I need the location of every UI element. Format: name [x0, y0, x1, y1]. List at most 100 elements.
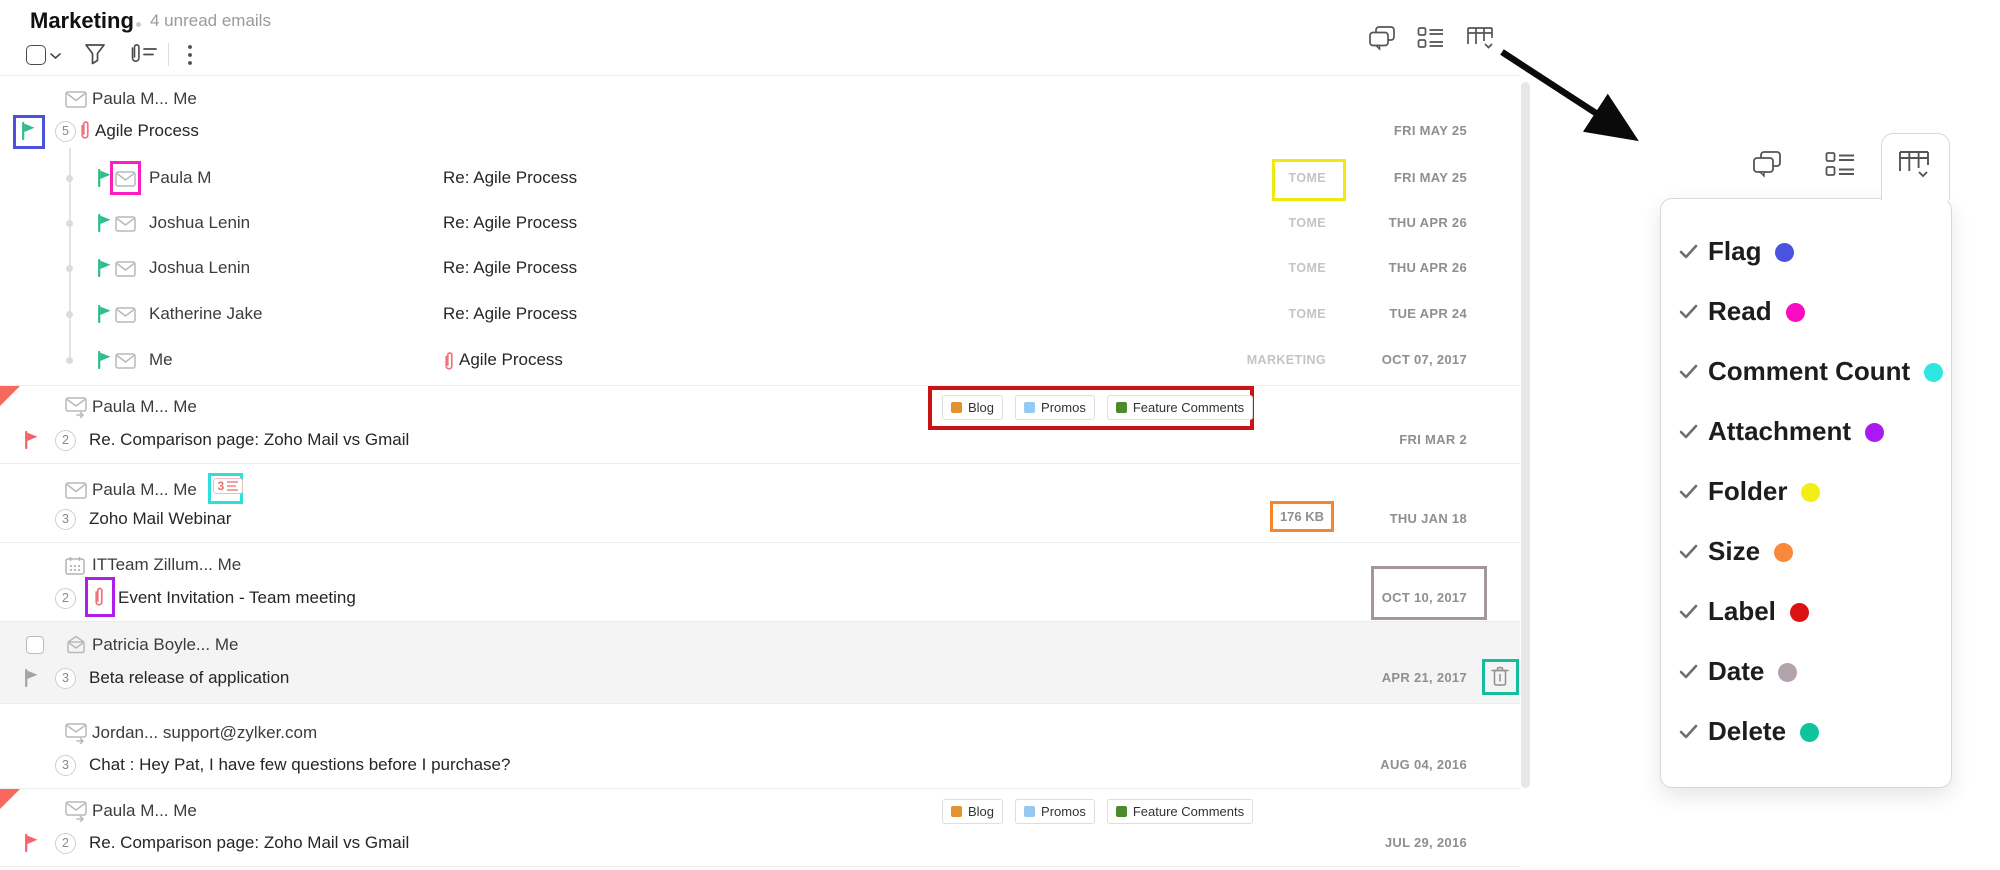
- thread-date: FRI MAR 2: [1399, 432, 1467, 447]
- color-dot: [1800, 723, 1820, 742]
- thread-subject: Beta release of application: [89, 668, 290, 687]
- popup-item-attachment[interactable]: Attachment: [1661, 401, 1951, 461]
- timeline-dot: [66, 265, 73, 272]
- attachment-icon: [81, 121, 89, 139]
- item-folder: TOME: [1288, 171, 1326, 185]
- popup-item-read[interactable]: Read: [1661, 281, 1951, 341]
- mail-open-icon: [67, 635, 85, 654]
- popup-item-label: Comment Count: [1708, 355, 1911, 386]
- item-folder: TOME: [1288, 216, 1326, 230]
- table-view-icon[interactable]: [1466, 25, 1494, 51]
- attachment-icon: [445, 352, 453, 370]
- annotation-folder-box: [1272, 159, 1346, 201]
- flag-icon[interactable]: [24, 669, 39, 687]
- list-view-icon[interactable]: [1825, 151, 1856, 178]
- mail-closed-icon: [65, 91, 87, 108]
- annotation-attachment-box: [85, 577, 115, 617]
- mail-closed-icon: [115, 216, 136, 232]
- popup-item-label-option[interactable]: Label: [1661, 581, 1951, 641]
- item-date: THU APR 26: [1388, 215, 1467, 230]
- popup-item-date[interactable]: Date: [1661, 641, 1951, 701]
- thread-count: 2: [55, 587, 76, 609]
- sender-names: ITTeam Zillum... Me: [92, 555, 242, 574]
- mail-replied-icon: [65, 723, 87, 744]
- item-folder: TOME: [1288, 261, 1326, 275]
- conversation-view-icon[interactable]: [1751, 150, 1783, 179]
- popup-item-label: Delete: [1708, 715, 1787, 746]
- thread-count: 2: [55, 832, 76, 854]
- label-chip-feature-comments[interactable]: Feature Comments: [1106, 799, 1254, 824]
- label-chip-blog[interactable]: Blog: [942, 395, 1004, 420]
- item-sender: Joshua Lenin: [149, 258, 251, 277]
- table-view-tab-mask: [1884, 197, 1947, 202]
- table-view-tab[interactable]: [1881, 133, 1950, 200]
- flag-icon[interactable]: [21, 122, 36, 140]
- item-sender: Joshua Lenin: [149, 213, 251, 232]
- flag-icon[interactable]: [97, 305, 112, 323]
- item-date: OCT 07, 2017: [1381, 352, 1467, 367]
- filter-icon[interactable]: [84, 43, 106, 66]
- popup-item-flag[interactable]: Flag: [1661, 221, 1951, 281]
- check-icon: [1679, 424, 1698, 438]
- flag-icon[interactable]: [97, 169, 112, 187]
- label-chip-blog[interactable]: Blog: [942, 799, 1004, 824]
- conversation-view-icon[interactable]: [1367, 25, 1397, 52]
- color-dot: [1801, 483, 1821, 502]
- mail-closed-icon: [65, 482, 87, 499]
- color-dot: [1774, 543, 1794, 562]
- flag-icon[interactable]: [24, 431, 39, 449]
- color-dot: [1775, 243, 1795, 262]
- popup-item-delete[interactable]: Delete: [1661, 701, 1951, 761]
- item-subject: Agile Process: [459, 350, 563, 369]
- popup-item-label: Read: [1708, 295, 1772, 326]
- color-dot: [1789, 603, 1809, 622]
- sender-names: Paula M... Me: [92, 480, 197, 499]
- popup-item-folder[interactable]: Folder: [1661, 461, 1951, 521]
- mail-replied-icon: [65, 397, 87, 418]
- annotation-read-box: [110, 161, 141, 195]
- annotation-size-box: 176 KB: [1270, 501, 1334, 532]
- popup-item-label: Flag: [1708, 235, 1762, 266]
- label-chip-feature-comments[interactable]: Feature Comments: [1106, 395, 1254, 420]
- unread-count: 4 unread emails: [150, 11, 271, 30]
- popup-item-comment-count[interactable]: Comment Count: [1661, 341, 1951, 401]
- label-swatch: [1115, 402, 1127, 413]
- more-options-icon[interactable]: [187, 44, 193, 66]
- flag-icon[interactable]: [24, 834, 39, 852]
- label-chip-promos[interactable]: Promos: [1015, 395, 1095, 420]
- label-swatch: [951, 806, 962, 817]
- thread-count: 3: [55, 508, 76, 530]
- item-subject: Re: Agile Process: [443, 168, 578, 187]
- label-chip-promos[interactable]: Promos: [1015, 799, 1095, 824]
- select-all-chevron-icon[interactable]: [50, 53, 61, 60]
- calendar-icon: [65, 557, 85, 575]
- attachment-sort-icon[interactable]: [128, 43, 157, 66]
- trash-icon[interactable]: [1491, 666, 1509, 687]
- flag-icon[interactable]: [97, 351, 112, 369]
- popup-item-size[interactable]: Size: [1661, 521, 1951, 581]
- item-sender: Paula M: [149, 168, 212, 187]
- list-view-icon[interactable]: [1417, 26, 1445, 50]
- column-options-menu: Flag Read Comment Count Attachment Folde…: [1660, 198, 1952, 788]
- list-scrollbar[interactable]: [1521, 82, 1530, 788]
- item-sender: Me: [149, 350, 173, 369]
- thread-date: AUG 04, 2016: [1380, 757, 1467, 772]
- row-checkbox[interactable]: [26, 636, 44, 654]
- popup-item-label: Folder: [1708, 475, 1788, 506]
- table-view-icon[interactable]: [1898, 149, 1930, 180]
- mail-closed-icon: [115, 353, 136, 369]
- flag-icon[interactable]: [97, 259, 112, 277]
- check-icon: [1679, 484, 1698, 498]
- label-text: Promos: [1041, 804, 1086, 819]
- label-text: Promos: [1041, 400, 1086, 415]
- row-divider: [0, 542, 1520, 543]
- mail-replied-icon: [65, 801, 87, 822]
- row-divider: [0, 385, 1520, 386]
- color-dot: [1865, 423, 1885, 442]
- select-all-checkbox[interactable]: [26, 45, 46, 65]
- item-folder: TOME: [1288, 307, 1326, 321]
- flag-icon[interactable]: [97, 214, 112, 232]
- label-swatch: [1024, 806, 1036, 817]
- timeline-dot: [66, 311, 73, 318]
- thread-date: THU JAN 18: [1389, 511, 1467, 526]
